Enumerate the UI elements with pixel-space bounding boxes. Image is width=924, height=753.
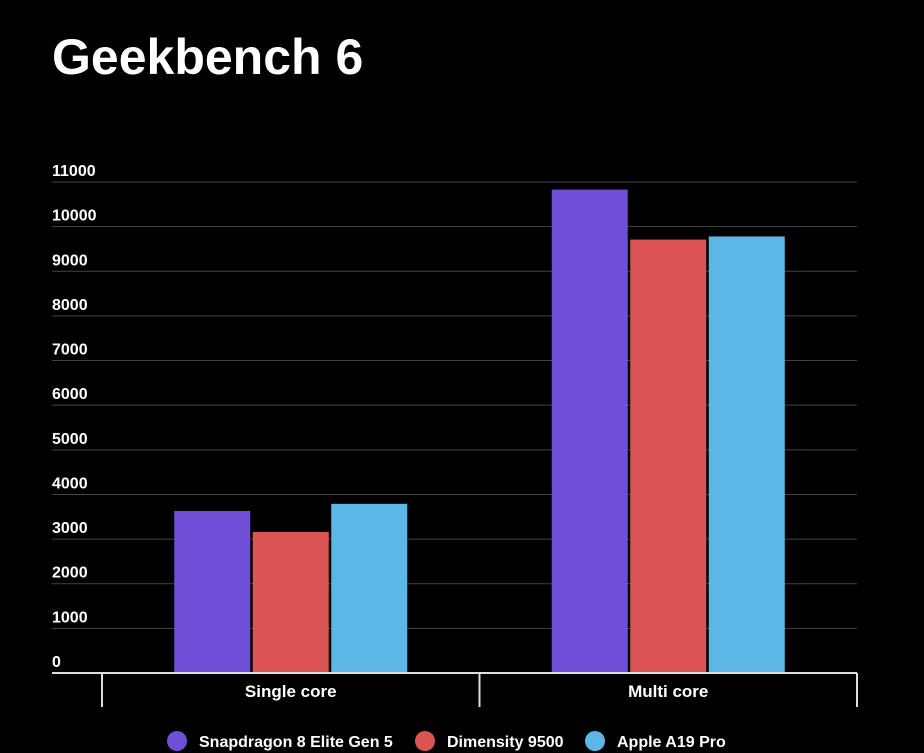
legend-label: Apple A19 Pro bbox=[617, 734, 726, 751]
bar bbox=[331, 503, 408, 673]
y-tick-label: 8000 bbox=[52, 297, 88, 314]
bar bbox=[551, 189, 628, 673]
legend-marker bbox=[585, 731, 605, 751]
y-tick-label: 11000 bbox=[52, 163, 96, 180]
y-tick-label: 6000 bbox=[52, 386, 88, 403]
bar bbox=[252, 531, 329, 673]
y-tick-label: 5000 bbox=[52, 431, 88, 448]
y-tick-label: 10000 bbox=[52, 208, 97, 225]
bar bbox=[630, 239, 707, 673]
legend-label: Snapdragon 8 Elite Gen 5 bbox=[199, 734, 393, 751]
bar bbox=[174, 510, 251, 673]
y-tick-label: 1000 bbox=[52, 609, 88, 626]
y-tick-label: 3000 bbox=[52, 520, 88, 537]
x-tick-label: Single core bbox=[245, 682, 337, 701]
y-tick-label: 7000 bbox=[52, 342, 88, 359]
y-tick-label: 2000 bbox=[52, 565, 88, 582]
y-tick-label: 9000 bbox=[52, 252, 88, 269]
y-tick-label: 0 bbox=[52, 654, 61, 671]
legend-label: Dimensity 9500 bbox=[447, 734, 564, 751]
legend-marker bbox=[415, 731, 435, 751]
bar bbox=[708, 236, 785, 673]
x-tick-label: Multi core bbox=[628, 682, 708, 701]
legend-marker bbox=[167, 731, 187, 751]
y-tick-label: 4000 bbox=[52, 475, 88, 492]
chart-title: Geekbench 6 bbox=[52, 29, 363, 85]
